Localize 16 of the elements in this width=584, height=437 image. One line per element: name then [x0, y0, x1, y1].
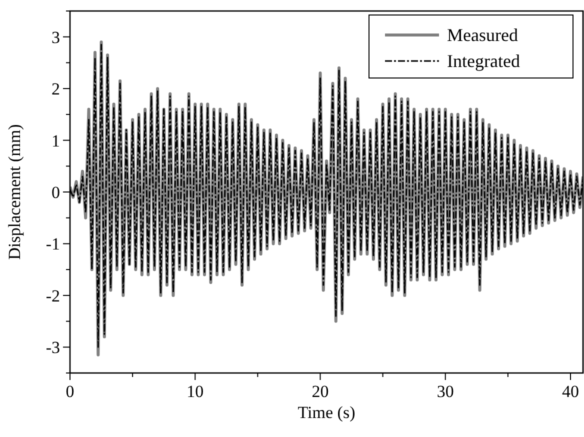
- x-tick-label: 30: [436, 382, 454, 401]
- legend-label: Measured: [447, 25, 518, 45]
- y-tick-label: -2: [46, 286, 60, 306]
- y-tick-label: 2: [52, 80, 60, 99]
- x-tick-label: 10: [186, 382, 204, 401]
- x-tick-label: 0: [66, 382, 74, 401]
- y-tick-label: 1: [52, 131, 60, 150]
- y-tick-label: -1: [46, 234, 60, 254]
- y-axis-title: Displacement (mm): [5, 124, 24, 260]
- legend-label: Integrated: [447, 51, 520, 71]
- x-axis-title: Time (s): [298, 403, 356, 422]
- y-tick-label: 3: [52, 28, 60, 47]
- x-tick-label: 20: [312, 382, 329, 401]
- y-tick-label: -3: [46, 338, 60, 358]
- x-tick-label: 40: [562, 382, 579, 401]
- y-tick-label: 0: [52, 183, 60, 202]
